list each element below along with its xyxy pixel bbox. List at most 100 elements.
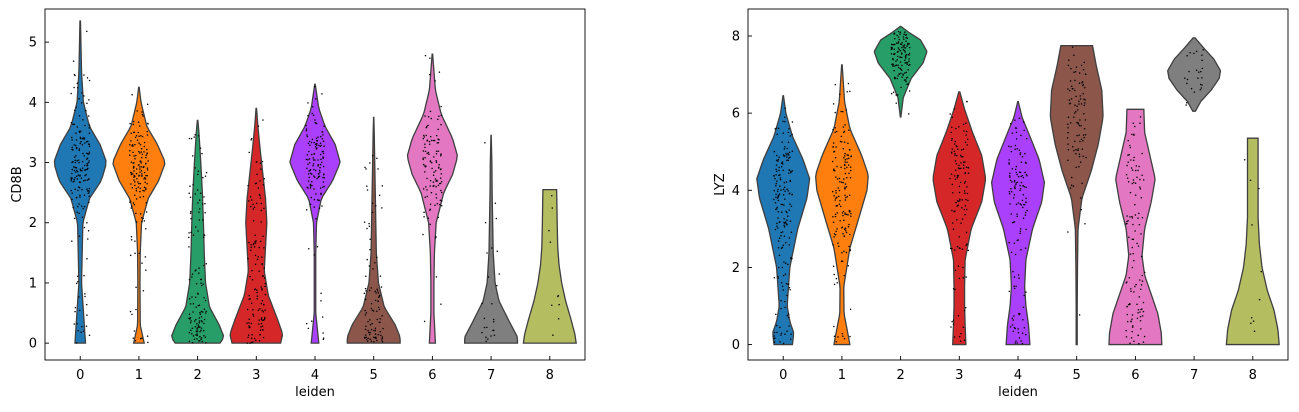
cd8b-cell-point xyxy=(264,316,266,319)
lyz-cell-point xyxy=(834,170,836,172)
lyz-cell-point xyxy=(843,235,845,237)
lyz-cell-point xyxy=(958,236,960,238)
cd8b-cell-point xyxy=(203,308,206,310)
lyz-cell-point xyxy=(847,164,850,166)
lyz-cell-point xyxy=(906,76,908,79)
cd8b-cell-point xyxy=(189,303,192,305)
cd8b-cell-point xyxy=(372,154,374,157)
lyz-cell-point xyxy=(1077,149,1079,152)
cd8b-cell-point xyxy=(365,338,368,341)
cd8b-cell-point xyxy=(188,313,191,315)
lyz-cell-point xyxy=(904,62,906,64)
cd8b-cell-point xyxy=(132,123,135,126)
cd8b-cell-point xyxy=(263,318,266,321)
lyz-cell-point xyxy=(1019,187,1022,190)
cd8b-cell-point xyxy=(250,341,253,344)
cd8b-cell-point xyxy=(196,327,198,330)
lyz-cell-point xyxy=(1010,145,1012,148)
cd8b-cell-point xyxy=(319,142,322,145)
cd8b-cell-point xyxy=(254,234,256,237)
cd8b-cell-point xyxy=(199,208,201,210)
cd8b-cell-point xyxy=(145,201,147,204)
lyz-cell-point xyxy=(783,261,785,263)
lyz-cell-point xyxy=(966,138,969,141)
cd8b-cell-point xyxy=(88,195,90,198)
cd8b-cell-point xyxy=(306,186,308,189)
lyz-cell-point xyxy=(1126,220,1128,223)
lyz-cell-point xyxy=(775,164,778,166)
lyz-cell-point xyxy=(1025,201,1027,203)
lyz-cell-point xyxy=(949,247,952,250)
lyz-cell-point xyxy=(773,341,776,343)
cd8b-cell-point xyxy=(307,102,309,104)
cd8b-violin-2-points xyxy=(188,134,208,344)
cd8b-cell-point xyxy=(194,326,197,328)
cd8b-cell-point xyxy=(374,327,377,330)
cd8b-cell-point xyxy=(200,316,203,318)
cd8b-cell-point xyxy=(257,309,260,311)
cd8b-cell-point xyxy=(483,326,486,329)
lyz-cell-point xyxy=(776,206,778,209)
lyz-cell-point xyxy=(839,93,841,95)
cd8b-cell-point xyxy=(371,309,374,311)
lyz-cell-point xyxy=(1078,103,1080,105)
lyz-cell-point xyxy=(1071,46,1074,48)
lyz-cell-point xyxy=(1080,208,1083,211)
lyz-cell-point xyxy=(1134,285,1136,288)
cd8b-cell-point xyxy=(199,147,202,149)
cd8b-cell-point xyxy=(321,151,323,153)
cd8b-cell-point xyxy=(376,318,378,321)
cd8b-cell-point xyxy=(141,173,143,175)
cd8b-cell-point xyxy=(144,178,147,180)
cd8b-cell-point xyxy=(307,163,309,165)
cd8b-violin-4-points xyxy=(305,85,325,341)
cd8b-cell-point xyxy=(369,248,371,251)
lyz-cell-point xyxy=(1022,318,1024,321)
lyz-cell-point xyxy=(1132,223,1134,226)
cd8b-cell-point xyxy=(250,246,252,249)
cd8b-cell-point xyxy=(250,139,252,141)
cd8b-x-tick-label: 2 xyxy=(193,368,201,383)
lyz-cell-point xyxy=(1014,187,1016,190)
cd8b-cell-point xyxy=(422,233,424,236)
cd8b-cell-point xyxy=(315,218,317,220)
lyz-cell-point xyxy=(848,211,851,213)
cd8b-cell-point xyxy=(194,167,196,169)
cd8b-cell-point xyxy=(86,190,89,192)
cd8b-cell-point xyxy=(307,247,310,250)
cd8b-cell-point xyxy=(84,124,86,127)
cd8b-cell-point xyxy=(248,200,250,202)
cd8b-cell-point xyxy=(316,142,318,145)
lyz-cell-point xyxy=(897,30,900,33)
lyz-cell-point xyxy=(775,196,777,199)
lyz-cell-point xyxy=(844,158,847,161)
cd8b-cell-point xyxy=(143,141,146,144)
lyz-cell-point xyxy=(843,250,845,253)
cd8b-cell-point xyxy=(263,267,265,269)
cd8b-cell-point xyxy=(80,140,82,143)
lyz-cell-point xyxy=(836,178,839,180)
lyz-cell-point xyxy=(784,221,787,223)
lyz-y-tick-label: 6 xyxy=(732,107,740,122)
lyz-cell-point xyxy=(1018,337,1021,339)
lyz-cell-point xyxy=(849,335,851,338)
lyz-cell-point xyxy=(850,212,852,215)
lyz-cell-point xyxy=(890,46,893,49)
cd8b-cell-point xyxy=(85,110,87,112)
lyz-cell-point xyxy=(1082,68,1085,71)
cd8b-cell-point xyxy=(435,152,438,155)
cd8b-cell-point xyxy=(73,178,76,181)
cd8b-cell-point xyxy=(365,290,367,292)
lyz-cell-point xyxy=(773,189,776,192)
cd8b-cell-point xyxy=(78,296,80,298)
lyz-violin-3 xyxy=(932,91,987,346)
cd8b-cell-point xyxy=(85,140,88,143)
cd8b-cell-point xyxy=(143,178,145,180)
cd8b-cell-point xyxy=(371,211,374,214)
cd8b-cell-point xyxy=(313,153,315,155)
lyz-cell-point xyxy=(842,181,844,184)
cd8b-cell-point xyxy=(432,185,434,187)
cd8b-cell-point xyxy=(440,180,443,183)
cd8b-cell-point xyxy=(437,138,439,140)
cd8b-cell-point xyxy=(189,321,192,324)
